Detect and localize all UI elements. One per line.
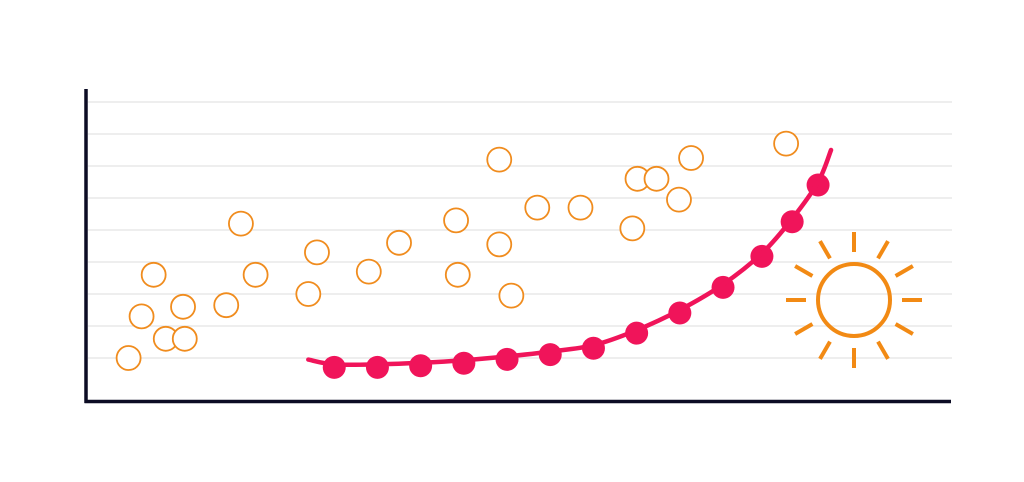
scatter-point: [128, 303, 155, 330]
curve-marker: [409, 354, 433, 378]
scatter-point: [443, 207, 469, 234]
scatter-point: [228, 210, 254, 237]
scatter-point: [524, 194, 551, 221]
scatter-point: [498, 282, 525, 309]
scatter-point: [666, 186, 692, 213]
scatter-point: [486, 231, 513, 258]
scatter-point: [619, 215, 646, 242]
sun-ray: [894, 264, 914, 278]
scatter-point: [295, 281, 322, 307]
scatter-point: [643, 165, 670, 192]
curve-line: [306, 147, 834, 368]
scatter-point: [773, 130, 800, 157]
scatter-point: [171, 325, 198, 352]
scatter-point: [386, 229, 412, 256]
curve-marker: [322, 355, 346, 379]
scatter-point: [242, 261, 269, 288]
sun-ray: [818, 240, 832, 260]
scatter-point: [304, 239, 330, 266]
sun-ray: [894, 322, 914, 336]
scatter-point: [170, 293, 196, 320]
sun-ray: [876, 340, 890, 360]
sun-ray: [794, 264, 814, 278]
scatter-point: [567, 194, 594, 221]
sun-disc: [816, 262, 892, 338]
scatter-point: [115, 345, 142, 371]
scatter-point: [678, 145, 704, 171]
axes: [84, 89, 951, 404]
scatter-point: [140, 261, 167, 288]
scatter-series: [115, 130, 800, 371]
scatter-point: [355, 258, 382, 285]
sun-ray: [876, 240, 890, 260]
scatter-point: [486, 146, 513, 173]
curve-series: [306, 147, 834, 379]
sun-ray: [794, 322, 814, 336]
scatter-point: [444, 261, 471, 288]
scatter-point: [213, 292, 240, 319]
sun-ray: [818, 340, 832, 360]
curve-marker: [452, 351, 476, 375]
curve-marker: [365, 355, 389, 379]
sun-icon: [786, 232, 922, 368]
